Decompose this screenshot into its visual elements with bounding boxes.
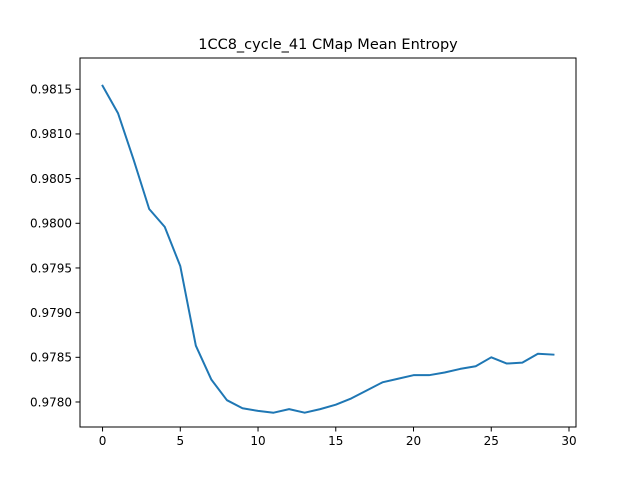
x-tick-label: 5 — [176, 434, 184, 448]
y-tick-label: 0.9805 — [30, 172, 72, 186]
axes-frame — [79, 57, 577, 428]
x-tick-label: 30 — [561, 434, 576, 448]
chart-title: 1CC8_cycle_41 CMap Mean Entropy — [198, 37, 458, 53]
x-tick-label: 10 — [250, 434, 265, 448]
x-tick-label: 20 — [406, 434, 421, 448]
series-line-0 — [101, 84, 555, 414]
x-tick-label: 15 — [328, 434, 343, 448]
y-tick-label: 0.9810 — [30, 127, 72, 141]
y-tick-label: 0.9785 — [30, 351, 72, 365]
y-tick-label: 0.9800 — [30, 217, 72, 231]
y-tick-label: 0.9795 — [30, 261, 72, 275]
y-tick-label: 0.9815 — [30, 83, 72, 97]
y-tick-label: 0.9790 — [30, 306, 72, 320]
x-tick-label: 0 — [99, 434, 107, 448]
x-tick-label: 25 — [484, 434, 499, 448]
plot-area: 0 5 10 15 20 25 30 0.9780 0.9785 0.9790 0.9795 0.98… — [30, 57, 577, 448]
y-tick-label: 0.9780 — [30, 395, 72, 409]
